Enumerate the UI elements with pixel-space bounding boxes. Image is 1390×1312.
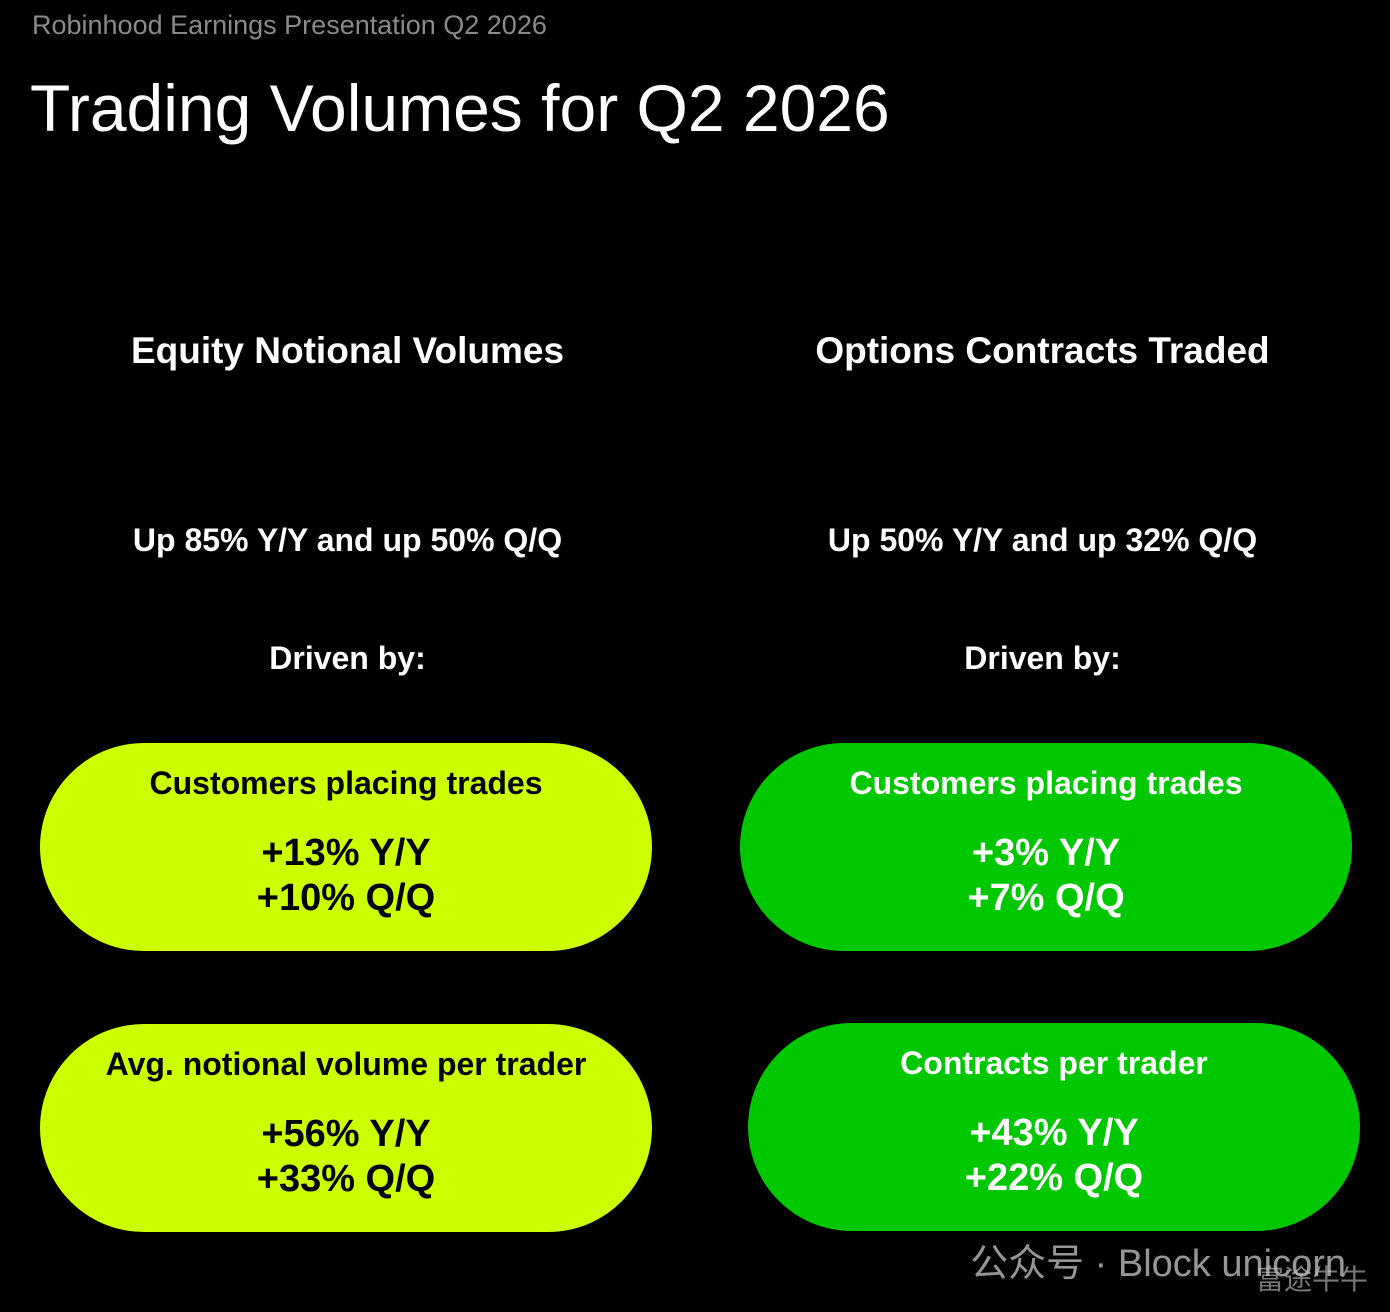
driver-value: +33% Q/Q — [256, 1158, 436, 1200]
column-summary: Up 50% Y/Y and up 32% Q/Q — [827, 522, 1258, 558]
driver-value: +56% Y/Y — [261, 1113, 431, 1155]
driver-title: Customers placing trades — [849, 765, 1243, 801]
presentation-name: Robinhood Earnings Presentation Q2 2026 — [32, 10, 547, 40]
driver-value: +13% Y/Y — [261, 832, 431, 874]
driver-values: +3% Y/Y +7% Q/Q — [740, 831, 1352, 921]
watermark: 公众号 · Block unicorn — [970, 1243, 1346, 1285]
column-heading: Equity Notional Volumes — [130, 330, 565, 371]
column: Equity Notional Volumes Up 85% Y/Y and u… — [40, 330, 652, 1232]
column-summary: Up 85% Y/Y and up 50% Q/Q — [132, 522, 563, 558]
driver-title: Contracts per trader — [900, 1045, 1208, 1081]
driver-value: +43% Y/Y — [969, 1112, 1139, 1154]
driver-pill: Contracts per trader +43% Y/Y +22% Q/Q — [748, 1023, 1360, 1231]
slide-title: Trading Volumes for Q2 2026 — [30, 71, 890, 145]
watermark-logo: 富途牛牛 — [1255, 1264, 1368, 1295]
driver-title: Customers placing trades — [149, 765, 543, 801]
driver-value: +7% Q/Q — [967, 877, 1125, 919]
driver-values: +13% Y/Y +10% Q/Q — [40, 831, 652, 921]
column: Options Contracts Traded Up 50% Y/Y and … — [695, 0, 1390, 1312]
driver-pill: Customers placing trades +13% Y/Y +10% Q… — [40, 743, 652, 951]
driver-value: +22% Q/Q — [964, 1157, 1144, 1199]
driver-values: +56% Y/Y +33% Q/Q — [40, 1112, 652, 1202]
column-heading: Options Contracts Traded — [815, 330, 1270, 371]
driver-values: +43% Y/Y +22% Q/Q — [748, 1111, 1360, 1201]
driver-title: Avg. notional volume per trader — [105, 1046, 587, 1082]
driver-label: Driven by: — [269, 640, 426, 676]
driver-pill: Customers placing trades +3% Y/Y +7% Q/Q — [740, 743, 1352, 951]
driver-label: Driven by: — [964, 640, 1121, 676]
driver-value: +10% Q/Q — [256, 877, 436, 919]
driver-pill: Avg. notional volume per trader +56% Y/Y… — [40, 1024, 652, 1232]
driver-value: +3% Y/Y — [971, 832, 1121, 874]
